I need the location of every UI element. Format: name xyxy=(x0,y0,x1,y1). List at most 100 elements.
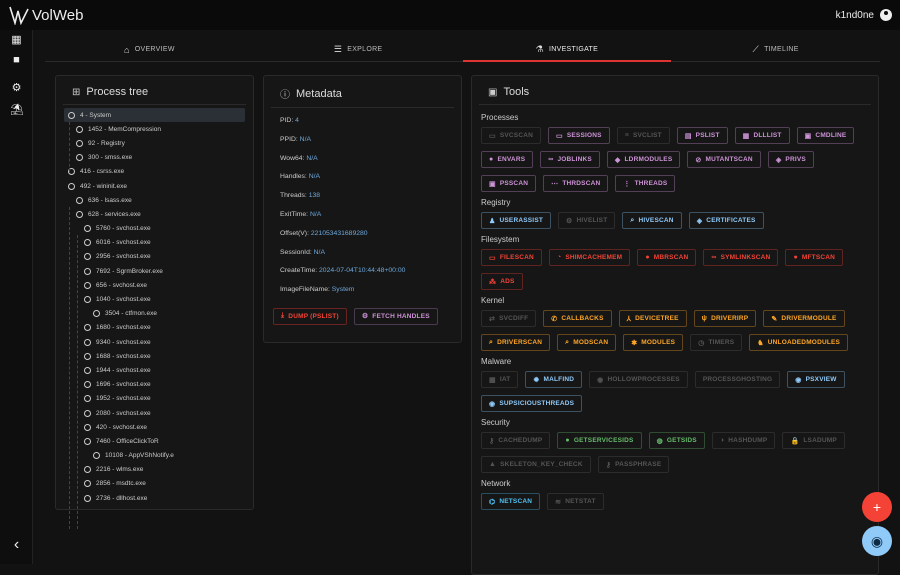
tool-iat-button[interactable]: ▦ IAT xyxy=(481,371,519,388)
tool-driverirp-button[interactable]: ψ DRIVERIRP xyxy=(693,310,757,327)
tab-timeline[interactable]: ⟋ TIMELINE xyxy=(671,38,880,61)
tool-svclist-button[interactable]: ≡ SVCLIST xyxy=(616,127,670,144)
process-tree-item[interactable]: 1952 - svchost.exe xyxy=(64,392,245,406)
tool-thrdscan-button[interactable]: ⋯ THRDSCAN xyxy=(543,175,609,192)
eye-fab-button[interactable]: ◉ xyxy=(862,526,892,556)
account-icon[interactable] xyxy=(880,9,892,21)
dump-pslist-button[interactable]: ⤓ DUMP (PSLIST) xyxy=(273,307,347,325)
thrdscan-icon: ⋯ xyxy=(551,180,559,188)
process-tree-item[interactable]: 10108 - AppVShNotify.e xyxy=(64,449,245,463)
callbacks-icon: ✆ xyxy=(551,315,558,323)
process-tree-item[interactable]: 1696 - svchost.exe xyxy=(64,378,245,392)
tool-threads-button[interactable]: ⋮ THREADS xyxy=(615,175,676,192)
tool-mutantscan-button[interactable]: ⊘ MUTANTSCAN xyxy=(687,151,761,168)
process-tree-item[interactable]: 2080 - svchost.exe xyxy=(64,406,245,420)
dashboard-icon[interactable]: ▦ xyxy=(11,34,22,46)
tool-dlllist-button[interactable]: ▦ DLLLIST xyxy=(734,127,790,144)
process-tree-item[interactable]: 7692 - SgrmBroker.exe xyxy=(64,264,245,278)
process-tree-item[interactable]: 300 - smss.exe xyxy=(64,151,245,165)
tool-svcscan-button[interactable]: ▭ SVCSCAN xyxy=(481,127,542,144)
tool-psscan-button[interactable]: ▣ PSSCAN xyxy=(481,175,537,192)
process-tree-item[interactable]: 6016 - svchost.exe xyxy=(64,236,245,250)
tab-explore[interactable]: ☰ EXPLORE xyxy=(254,38,463,61)
process-tree-item[interactable]: 2736 - dllhost.exe xyxy=(64,491,245,505)
process-tree-item[interactable]: 656 - svchost.exe xyxy=(64,278,245,292)
tool-privs-button[interactable]: ◈ PRIVS xyxy=(767,151,814,168)
tool-ldrmodules-button[interactable]: ◆ LDRMODULES xyxy=(606,151,681,168)
tool-svcdiff-button[interactable]: ⇄ SVCDIFF xyxy=(481,310,537,327)
process-tree-item[interactable]: 636 - lsass.exe xyxy=(64,193,245,207)
tool-devicetree-button[interactable]: ⅄ DEVICETREE xyxy=(618,310,687,327)
tool-malfind-button[interactable]: ✹ MALFIND xyxy=(525,371,583,388)
process-tree-item[interactable]: 3504 - ctfmon.exe xyxy=(64,307,245,321)
tool-hivescan-button[interactable]: ⌕ HIVESCAN xyxy=(622,212,682,229)
tool-getservicesids-button[interactable]: ● GETSERVICESIDS xyxy=(557,432,642,449)
fetch-handles-button[interactable]: ⚙ FETCH HANDLES xyxy=(353,307,438,325)
tool-drivermodule-button[interactable]: ✎ DRIVERMODULE xyxy=(763,310,845,327)
table-icon[interactable]: ⛱ xyxy=(10,104,24,116)
tool-label: MBRSCAN xyxy=(653,254,689,261)
tab-label: TIMELINE xyxy=(764,46,799,53)
tool-callbacks-button[interactable]: ✆ CALLBACKS xyxy=(543,310,612,327)
tool-modscan-button[interactable]: ⌕ MODSCAN xyxy=(557,334,617,351)
tool-certificates-button[interactable]: ◈ CERTIFICATES xyxy=(688,212,764,229)
tool-unloadedmodules-button[interactable]: ♞ UNLOADEDMODULES xyxy=(749,334,849,351)
tool-skeleton_key_check-button[interactable]: ▲ SKELETON_KEY_CHECK xyxy=(481,456,591,473)
tool-hivelist-button[interactable]: ⚙ HIVELIST xyxy=(558,212,616,229)
process-tree-item[interactable]: 420 - svchost.exe xyxy=(64,420,245,434)
tool-hashdump-button[interactable]: ◑ HASHDUMP xyxy=(711,432,776,449)
threads-icon: ⋮ xyxy=(623,180,631,188)
process-tree-item[interactable]: 92 - Registry xyxy=(64,136,245,150)
collapse-chevron-icon[interactable]: ‹ xyxy=(13,536,20,553)
tool-sessions-button[interactable]: ▭ SESSIONS xyxy=(548,127,610,144)
briefcase-icon[interactable]: ■ xyxy=(13,54,20,66)
process-tree-item[interactable]: 628 - services.exe xyxy=(64,207,245,221)
tool-netscan-button[interactable]: ⌬ NETSCAN xyxy=(481,493,541,510)
tool-shimcachemem-button[interactable]: ◔ SHIMCACHEMEM xyxy=(548,249,631,266)
tab-overview[interactable]: ⌂ OVERVIEW xyxy=(45,38,254,61)
tool-hollowprocesses-button[interactable]: ◉ HOLLOWPROCESSES xyxy=(589,371,688,388)
tab-investigate[interactable]: ⚗ INVESTIGATE xyxy=(462,38,672,62)
process-tree-item[interactable]: 1944 - svchost.exe xyxy=(64,363,245,377)
process-tree-item[interactable]: 5760 - svchost.exe xyxy=(64,222,245,236)
tool-mftscan-button[interactable]: ● MFTSCAN xyxy=(785,249,844,266)
metadata-value: 138 xyxy=(308,192,321,200)
tool-modules-button[interactable]: ✱ MODULES xyxy=(623,334,684,351)
process-tree-item[interactable]: 2856 - msdtc.exe xyxy=(64,477,245,491)
process-tree-item[interactable]: 416 - csrss.exe xyxy=(64,165,245,179)
tool-psxview-button[interactable]: ◉ PSXVIEW xyxy=(787,371,845,388)
tool-filescan-button[interactable]: ▭ FILESCAN xyxy=(481,249,542,266)
tool-lsadump-button[interactable]: 🔒 LSADUMP xyxy=(782,432,845,449)
tool-mbrscan-button[interactable]: ● MBRSCAN xyxy=(637,249,697,266)
tool-driverscan-button[interactable]: ⌕ DRIVERSCAN xyxy=(481,334,551,351)
tool-symlinkscan-button[interactable]: ∞ SYMLINKSCAN xyxy=(703,249,779,266)
user-menu[interactable]: k1nd0ne xyxy=(836,9,892,21)
tool-timers-button[interactable]: ◷ TIMERS xyxy=(690,334,743,351)
process-tree-item[interactable]: 1688 - svchost.exe xyxy=(64,349,245,363)
process-tree-item[interactable]: 2216 - wlms.exe xyxy=(64,463,245,477)
metadata-row: Handles: N/A xyxy=(280,168,445,187)
tool-joblinks-button[interactable]: ∞ JOBLINKS xyxy=(540,151,600,168)
tool-cachedump-button[interactable]: ⚷ CACHEDUMP xyxy=(481,432,551,449)
process-tree-item[interactable]: 492 - wininit.exe xyxy=(64,179,245,193)
process-tree-item[interactable]: 4 - System xyxy=(64,108,245,123)
process-tree-item[interactable]: 7460 - OfficeClickToR xyxy=(64,434,245,448)
tool-supsiciousthreads-button[interactable]: ◉ SUPSICIOUSTHREADS xyxy=(481,395,583,412)
process-tree-item[interactable]: 1680 - svchost.exe xyxy=(64,321,245,335)
process-tree-item[interactable]: 1040 - svchost.exe xyxy=(64,292,245,306)
tool-getsids-button[interactable]: ◍ GETSIDS xyxy=(648,432,705,449)
tool-passphrase-button[interactable]: ⚷ PASSPHRASE xyxy=(597,456,670,473)
process-tree-item[interactable]: 2956 - svchost.exe xyxy=(64,250,245,264)
process-tree-item[interactable]: 1452 - MemCompression xyxy=(64,122,245,136)
tool-processghosting-button[interactable]: PROCESSGHOSTING xyxy=(694,371,781,388)
tool-cmdline-button[interactable]: ▣ CMDLINE xyxy=(796,127,855,144)
tool-envars-button[interactable]: ● ENVARS xyxy=(481,151,534,168)
tool-userassist-button[interactable]: ♟ USERASSIST xyxy=(481,212,552,229)
tool-ads-button[interactable]: ⁂ ADS xyxy=(481,273,523,290)
settings-icon[interactable]: ⚙ xyxy=(11,82,22,94)
tool-netstat-button[interactable]: ≋ NETSTAT xyxy=(547,493,604,510)
process-tree-item[interactable]: 9340 - svchost.exe xyxy=(64,335,245,349)
tool-pslist-button[interactable]: ▤ PSLIST xyxy=(676,127,728,144)
app-logo[interactable]: VolWeb xyxy=(8,5,83,25)
plus-fab-button[interactable]: + xyxy=(862,492,892,522)
